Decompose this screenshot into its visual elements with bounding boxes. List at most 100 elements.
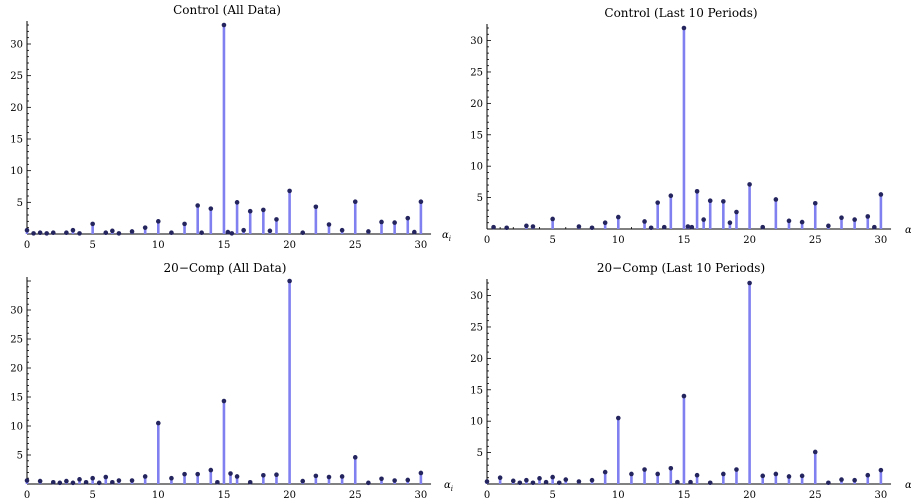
y-tick-label: 15 bbox=[470, 385, 483, 396]
stem-point bbox=[681, 393, 687, 399]
stem-point bbox=[339, 474, 345, 479]
stem-point bbox=[668, 193, 674, 199]
stem-point bbox=[878, 192, 884, 197]
stem-point bbox=[116, 231, 122, 236]
x-tick-label: 5 bbox=[549, 235, 555, 246]
y-tick-label: 25 bbox=[470, 67, 483, 78]
stem-point bbox=[261, 473, 266, 478]
stem-point bbox=[694, 189, 700, 194]
y-tick-label: 20 bbox=[470, 354, 483, 365]
stem-point bbox=[50, 230, 56, 236]
x-tick-label: 0 bbox=[24, 240, 30, 251]
stem-point bbox=[799, 219, 805, 225]
x-tick-label: 15 bbox=[218, 240, 231, 251]
x-tick-label: 5 bbox=[89, 490, 95, 501]
x-tick-label: 10 bbox=[152, 240, 165, 251]
stem-point bbox=[366, 480, 371, 486]
x-axis-label: αi bbox=[905, 480, 911, 493]
stem-point bbox=[589, 225, 595, 231]
stem-point bbox=[96, 480, 102, 486]
chart-title: Control (Last 10 Periods) bbox=[604, 6, 757, 20]
stem-point bbox=[550, 216, 555, 222]
x-tick-label: 15 bbox=[218, 490, 231, 501]
stem-point bbox=[221, 22, 227, 28]
x-tick-label: 0 bbox=[484, 235, 490, 246]
stem-point bbox=[326, 222, 332, 227]
stem-point bbox=[300, 478, 306, 484]
stem-point bbox=[872, 224, 877, 230]
chart-title: Control (All Data) bbox=[173, 3, 281, 17]
y-tick-label: 30 bbox=[470, 36, 483, 47]
stem-point bbox=[655, 200, 660, 205]
x-tick-label: 5 bbox=[89, 240, 95, 251]
panel-1: Control (All Data) 0 5 10 15 20 25 30 5 10 15 20 25 3… bbox=[10, 3, 451, 251]
stem-point bbox=[688, 479, 693, 485]
stem-point bbox=[760, 473, 766, 479]
stem-point bbox=[661, 224, 667, 230]
x-axis-label: αi bbox=[442, 230, 451, 243]
stem-point bbox=[83, 479, 89, 485]
stem-point bbox=[64, 230, 69, 236]
stem-point bbox=[760, 224, 766, 230]
stem-point bbox=[156, 219, 161, 224]
stem-point bbox=[300, 230, 306, 236]
x-tick-label: 20 bbox=[743, 490, 756, 501]
y-tick-label: 30 bbox=[10, 306, 23, 317]
y-tick-label: 15 bbox=[10, 393, 23, 404]
stem-point bbox=[156, 420, 161, 426]
stem-point bbox=[721, 471, 726, 477]
stem-point bbox=[37, 478, 43, 484]
stem-point bbox=[648, 225, 654, 231]
stem-point bbox=[839, 215, 844, 220]
stem-point bbox=[379, 219, 384, 225]
stem-point bbox=[675, 479, 680, 485]
stem-point bbox=[241, 227, 246, 233]
stem-point bbox=[195, 203, 200, 208]
stem-point bbox=[77, 231, 82, 236]
stem-point bbox=[524, 223, 529, 229]
y-tick-label: 10 bbox=[470, 162, 483, 173]
stem-point bbox=[642, 467, 647, 472]
stem-point bbox=[267, 228, 273, 234]
x-axis-label-sub: i bbox=[449, 235, 451, 243]
y-tick-label: 10 bbox=[10, 422, 23, 433]
stem-point bbox=[70, 480, 76, 486]
x-tick-label: 30 bbox=[875, 235, 888, 246]
chart-title: 20−Comp (Last 10 Periods) bbox=[597, 261, 765, 275]
stem-point bbox=[103, 230, 109, 236]
stem-point bbox=[747, 280, 752, 286]
panel-2: Control (Last 10 Periods) 0 5 10 15 20 25 30 5 10… bbox=[470, 6, 911, 246]
stem-point bbox=[31, 231, 36, 236]
stem-point bbox=[689, 224, 695, 230]
x-axis-label-main: α bbox=[444, 480, 451, 491]
x-tick-label: 25 bbox=[809, 235, 822, 246]
stem-point bbox=[44, 231, 49, 236]
stem-point bbox=[701, 217, 706, 222]
stem-point bbox=[274, 472, 279, 478]
stem-point bbox=[668, 465, 674, 471]
stem-point bbox=[602, 469, 608, 475]
stem-point bbox=[199, 230, 204, 236]
stem-point bbox=[366, 229, 371, 234]
stem-point bbox=[116, 478, 122, 483]
x-tick-label: 10 bbox=[612, 490, 625, 501]
stem-point bbox=[694, 472, 700, 478]
y-tick-label: 20 bbox=[470, 99, 483, 110]
stem-point bbox=[491, 224, 496, 230]
stem-point bbox=[412, 229, 417, 235]
stem-point bbox=[537, 476, 542, 481]
stem-point bbox=[169, 475, 174, 481]
stem-point bbox=[103, 474, 109, 480]
stem-point bbox=[24, 227, 30, 233]
stem-point bbox=[215, 479, 220, 485]
x-tick-label: 0 bbox=[484, 490, 490, 501]
stem-point bbox=[313, 204, 319, 210]
stem-point bbox=[195, 471, 200, 477]
stem-point bbox=[530, 480, 536, 486]
stem-point bbox=[602, 220, 608, 226]
stem-point bbox=[110, 228, 115, 234]
y-tick-label: 5 bbox=[17, 451, 23, 462]
x-tick-label: 10 bbox=[152, 490, 165, 501]
stem-point bbox=[234, 200, 240, 205]
y-tick-label: 25 bbox=[10, 335, 23, 346]
